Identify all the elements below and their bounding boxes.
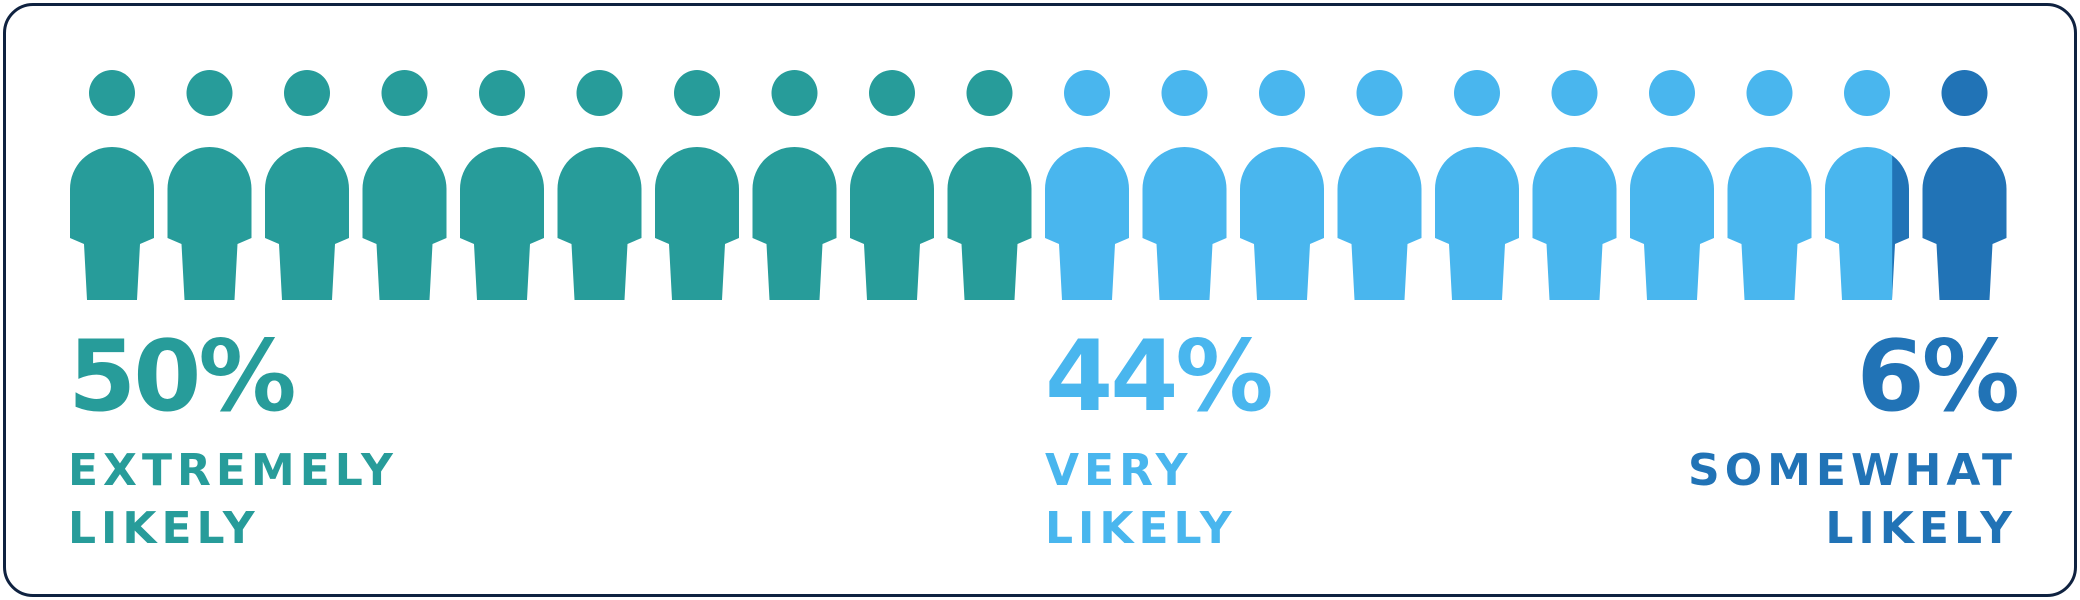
percent-value: 50% <box>68 320 297 434</box>
person-icon <box>947 70 1032 300</box>
person-icon <box>460 70 544 300</box>
stat-very-likely: 44% VERY LIKELY <box>1045 320 1274 558</box>
person-icon <box>1240 70 1324 300</box>
percent-value: 6% <box>1856 320 2020 434</box>
person-icon <box>1142 70 1227 300</box>
person-icon <box>1727 70 1812 300</box>
person-icon <box>655 70 739 300</box>
person-icon <box>1337 70 1422 300</box>
person-icon <box>70 70 154 300</box>
category-label: EXTREMELY LIKELY <box>68 445 398 554</box>
person-icon <box>1435 70 1519 300</box>
infographic-frame <box>3 3 2077 597</box>
category-label: VERY LIKELY <box>1045 445 1237 554</box>
person-icon <box>850 70 934 300</box>
person-icon <box>1922 70 2007 300</box>
person-icon <box>265 70 349 300</box>
person-icon <box>1825 70 1909 300</box>
person-icon <box>1630 70 1714 300</box>
people-pictograph <box>70 70 2007 300</box>
person-icon <box>752 70 837 300</box>
person-icon <box>1045 70 1129 300</box>
person-icon <box>557 70 642 300</box>
stat-somewhat-likely: 6% SOMEWHAT LIKELY <box>1688 320 2020 558</box>
stat-extremely-likely: 50% EXTREMELY LIKELY <box>68 328 398 558</box>
person-icon <box>1532 70 1617 300</box>
person-icon <box>362 70 447 300</box>
percent-value: 44% <box>1045 320 1274 434</box>
person-icon <box>167 70 252 300</box>
category-label: SOMEWHAT LIKELY <box>1688 445 2017 554</box>
